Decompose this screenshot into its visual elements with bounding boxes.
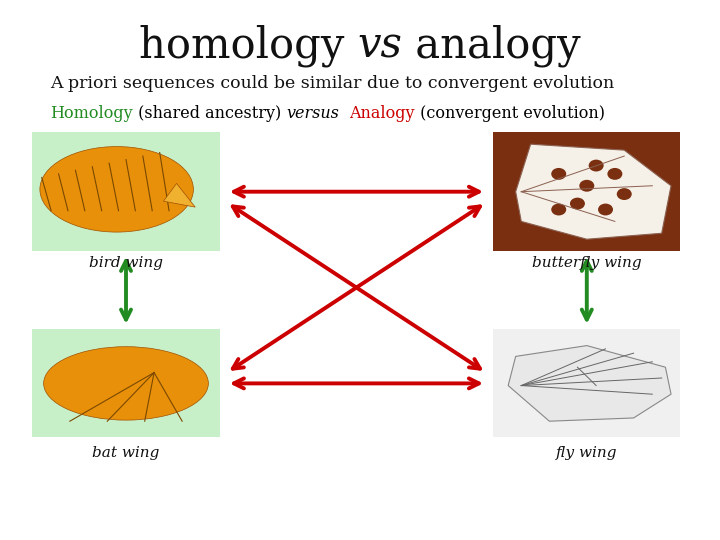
Ellipse shape [617,188,631,200]
Text: analogy: analogy [402,25,581,67]
Text: fly wing: fly wing [556,446,618,460]
Polygon shape [163,184,195,207]
Text: (shared ancestry): (shared ancestry) [133,105,287,122]
Ellipse shape [598,204,613,215]
Bar [32,132,220,251]
Ellipse shape [570,198,585,210]
Ellipse shape [608,168,622,180]
Ellipse shape [44,347,208,420]
FancyArrowPatch shape [582,261,592,320]
FancyArrowPatch shape [234,187,479,197]
Text: A priori sequences could be similar due to convergent evolution: A priori sequences could be similar due … [50,75,615,92]
FancyArrowPatch shape [233,206,480,369]
Text: butterfly wing: butterfly wing [532,256,642,271]
FancyArrowPatch shape [233,206,480,369]
Ellipse shape [552,204,566,215]
Text: Homology: Homology [50,105,133,122]
Ellipse shape [580,180,594,192]
FancyArrowPatch shape [121,261,131,320]
Bar [493,329,680,437]
FancyArrowPatch shape [234,379,479,388]
Text: bird wing: bird wing [89,256,163,271]
Ellipse shape [40,146,194,232]
Bar [493,132,680,251]
Text: bat wing: bat wing [92,446,160,460]
Polygon shape [508,346,671,421]
Bar [32,329,220,437]
Text: vs: vs [358,25,402,67]
Text: versus: versus [287,105,339,122]
Ellipse shape [552,168,566,180]
Text: Analogy: Analogy [349,105,415,122]
Polygon shape [516,144,671,239]
Ellipse shape [589,160,603,172]
Text: homology: homology [139,25,358,67]
Text: (convergent evolution): (convergent evolution) [415,105,605,122]
